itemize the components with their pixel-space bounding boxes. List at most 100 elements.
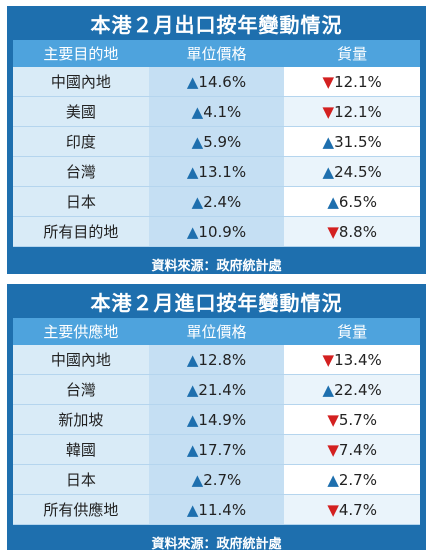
- up-arrow-icon: ▲: [186, 72, 199, 91]
- table-row: 台灣 ▲21.4% ▲22.4%: [13, 374, 420, 405]
- down-arrow-icon: ▼: [322, 102, 335, 121]
- unit-price-cell: ▲14.9%: [148, 404, 285, 435]
- change-value: 4.7%: [338, 500, 377, 519]
- down-arrow-icon: ▼: [327, 440, 339, 459]
- region-name: 所有目的地: [13, 216, 149, 247]
- export-title: 本港２月出口按年變動情況: [90, 12, 343, 37]
- unit-price-cell: ▲2.4%: [148, 186, 285, 217]
- up-arrow-icon: ▲: [186, 380, 199, 399]
- unit-price-cell: ▲21.4%: [148, 374, 285, 405]
- down-arrow-icon: ▼: [327, 410, 339, 429]
- table-row: 所有供應地 ▲11.4% ▼4.7%: [13, 494, 420, 525]
- up-arrow-icon: ▲: [191, 132, 204, 151]
- import-header-row: 主要供應地 單位價格 貨量: [13, 318, 420, 345]
- volume-cell: ▼12.1%: [284, 96, 420, 127]
- table-row: 日本 ▲2.7% ▲2.7%: [13, 464, 420, 495]
- import-table: 中國內地 ▲12.8% ▼13.4% 台灣 ▲21.4% ▲22.4% 新加坡 ▲14.9% ▼…: [13, 345, 420, 525]
- unit-price-cell: ▲14.6%: [148, 67, 285, 97]
- volume-cell: ▼12.1%: [284, 67, 420, 97]
- unit-price-cell: ▲2.7%: [148, 464, 285, 495]
- header-supplier: 主要供應地: [43, 323, 119, 341]
- up-arrow-icon: ▲: [186, 162, 199, 181]
- table-row: 日本 ▲2.4% ▲6.5%: [13, 186, 420, 217]
- change-value: 13.1%: [198, 162, 247, 181]
- region-name: 台灣: [13, 156, 149, 187]
- change-value: 8.8%: [338, 222, 377, 241]
- region-name: 中國內地: [13, 67, 149, 97]
- table-row: 印度 ▲5.9% ▲31.5%: [13, 126, 420, 157]
- down-arrow-icon: ▼: [327, 500, 339, 519]
- change-value: 22.4%: [334, 380, 382, 399]
- change-value: 6.5%: [338, 192, 377, 211]
- export-header-row: 主要目的地 單位價格 貨量: [13, 40, 420, 67]
- header-unit-price: 單位價格: [186, 323, 247, 341]
- unit-price-cell: ▲11.4%: [148, 494, 285, 525]
- unit-price-cell: ▲5.9%: [148, 126, 285, 157]
- region-name: 韓國: [13, 434, 149, 465]
- region-name: 美國: [13, 96, 149, 127]
- region-name: 中國內地: [13, 345, 149, 375]
- change-value: 13.4%: [334, 350, 382, 369]
- export-panel: 本港２月出口按年變動情況 主要目的地 單位價格 貨量 中國內地 ▲14.6% ▼12…: [7, 6, 426, 274]
- table-row: 韓國 ▲17.7% ▼7.4%: [13, 434, 420, 465]
- up-arrow-icon: ▲: [191, 192, 204, 211]
- up-arrow-icon: ▲: [322, 132, 335, 151]
- region-name: 台灣: [13, 374, 149, 405]
- down-arrow-icon: ▼: [327, 222, 339, 241]
- unit-price-cell: ▲13.1%: [148, 156, 285, 187]
- change-value: 14.9%: [198, 410, 247, 429]
- change-value: 24.5%: [334, 162, 382, 181]
- region-name: 印度: [13, 126, 149, 157]
- change-value: 12.1%: [334, 102, 382, 121]
- volume-cell: ▼7.4%: [284, 434, 420, 465]
- volume-cell: ▲31.5%: [284, 126, 420, 157]
- volume-cell: ▲24.5%: [284, 156, 420, 187]
- volume-cell: ▲2.7%: [284, 464, 420, 495]
- header-destination: 主要目的地: [43, 45, 119, 63]
- table-row: 中國內地 ▲14.6% ▼12.1%: [13, 67, 420, 97]
- up-arrow-icon: ▲: [327, 470, 339, 489]
- volume-cell: ▲6.5%: [284, 186, 420, 217]
- export-source: 資料來源：政府統計處: [151, 258, 282, 274]
- import-panel: 本港２月進口按年變動情況 主要供應地 單位價格 貨量 中國內地 ▲12.8% ▼13…: [7, 284, 426, 552]
- region-name: 日本: [13, 186, 149, 217]
- volume-cell: ▼5.7%: [284, 404, 420, 435]
- table-row: 中國內地 ▲12.8% ▼13.4%: [13, 345, 420, 375]
- up-arrow-icon: ▲: [186, 410, 199, 429]
- header-unit-price: 單位價格: [186, 45, 247, 63]
- change-value: 31.5%: [334, 132, 382, 151]
- change-value: 5.9%: [203, 132, 242, 151]
- change-value: 12.1%: [334, 72, 382, 91]
- change-value: 7.4%: [338, 440, 377, 459]
- change-value: 2.7%: [203, 470, 242, 489]
- region-name: 所有供應地: [13, 494, 149, 525]
- change-value: 4.1%: [203, 102, 242, 121]
- unit-price-cell: ▲12.8%: [148, 345, 285, 375]
- header-volume: 貨量: [337, 323, 368, 341]
- unit-price-cell: ▲10.9%: [148, 216, 285, 247]
- up-arrow-icon: ▲: [186, 500, 199, 519]
- table-row: 美國 ▲4.1% ▼12.1%: [13, 96, 420, 127]
- table-row: 台灣 ▲13.1% ▲24.5%: [13, 156, 420, 187]
- table-row: 所有目的地 ▲10.9% ▼8.8%: [13, 216, 420, 247]
- unit-price-cell: ▲4.1%: [148, 96, 285, 127]
- volume-cell: ▲22.4%: [284, 374, 420, 405]
- change-value: 2.7%: [338, 470, 377, 489]
- change-value: 5.7%: [338, 410, 377, 429]
- volume-cell: ▼8.8%: [284, 216, 420, 247]
- volume-cell: ▼13.4%: [284, 345, 420, 375]
- up-arrow-icon: ▲: [322, 162, 335, 181]
- header-volume: 貨量: [337, 45, 368, 63]
- region-name: 新加坡: [13, 404, 149, 435]
- change-value: 2.4%: [203, 192, 242, 211]
- volume-cell: ▼4.7%: [284, 494, 420, 525]
- table-row: 新加坡 ▲14.9% ▼5.7%: [13, 404, 420, 435]
- change-value: 12.8%: [198, 350, 247, 369]
- change-value: 11.4%: [198, 500, 247, 519]
- up-arrow-icon: ▲: [327, 192, 339, 211]
- change-value: 10.9%: [198, 222, 247, 241]
- import-source: 資料來源：政府統計處: [151, 536, 282, 552]
- export-table: 中國內地 ▲14.6% ▼12.1% 美國 ▲4.1% ▼12.1% 印度 ▲5.9% ▲31.…: [13, 67, 420, 247]
- up-arrow-icon: ▲: [191, 102, 204, 121]
- change-value: 17.7%: [198, 440, 247, 459]
